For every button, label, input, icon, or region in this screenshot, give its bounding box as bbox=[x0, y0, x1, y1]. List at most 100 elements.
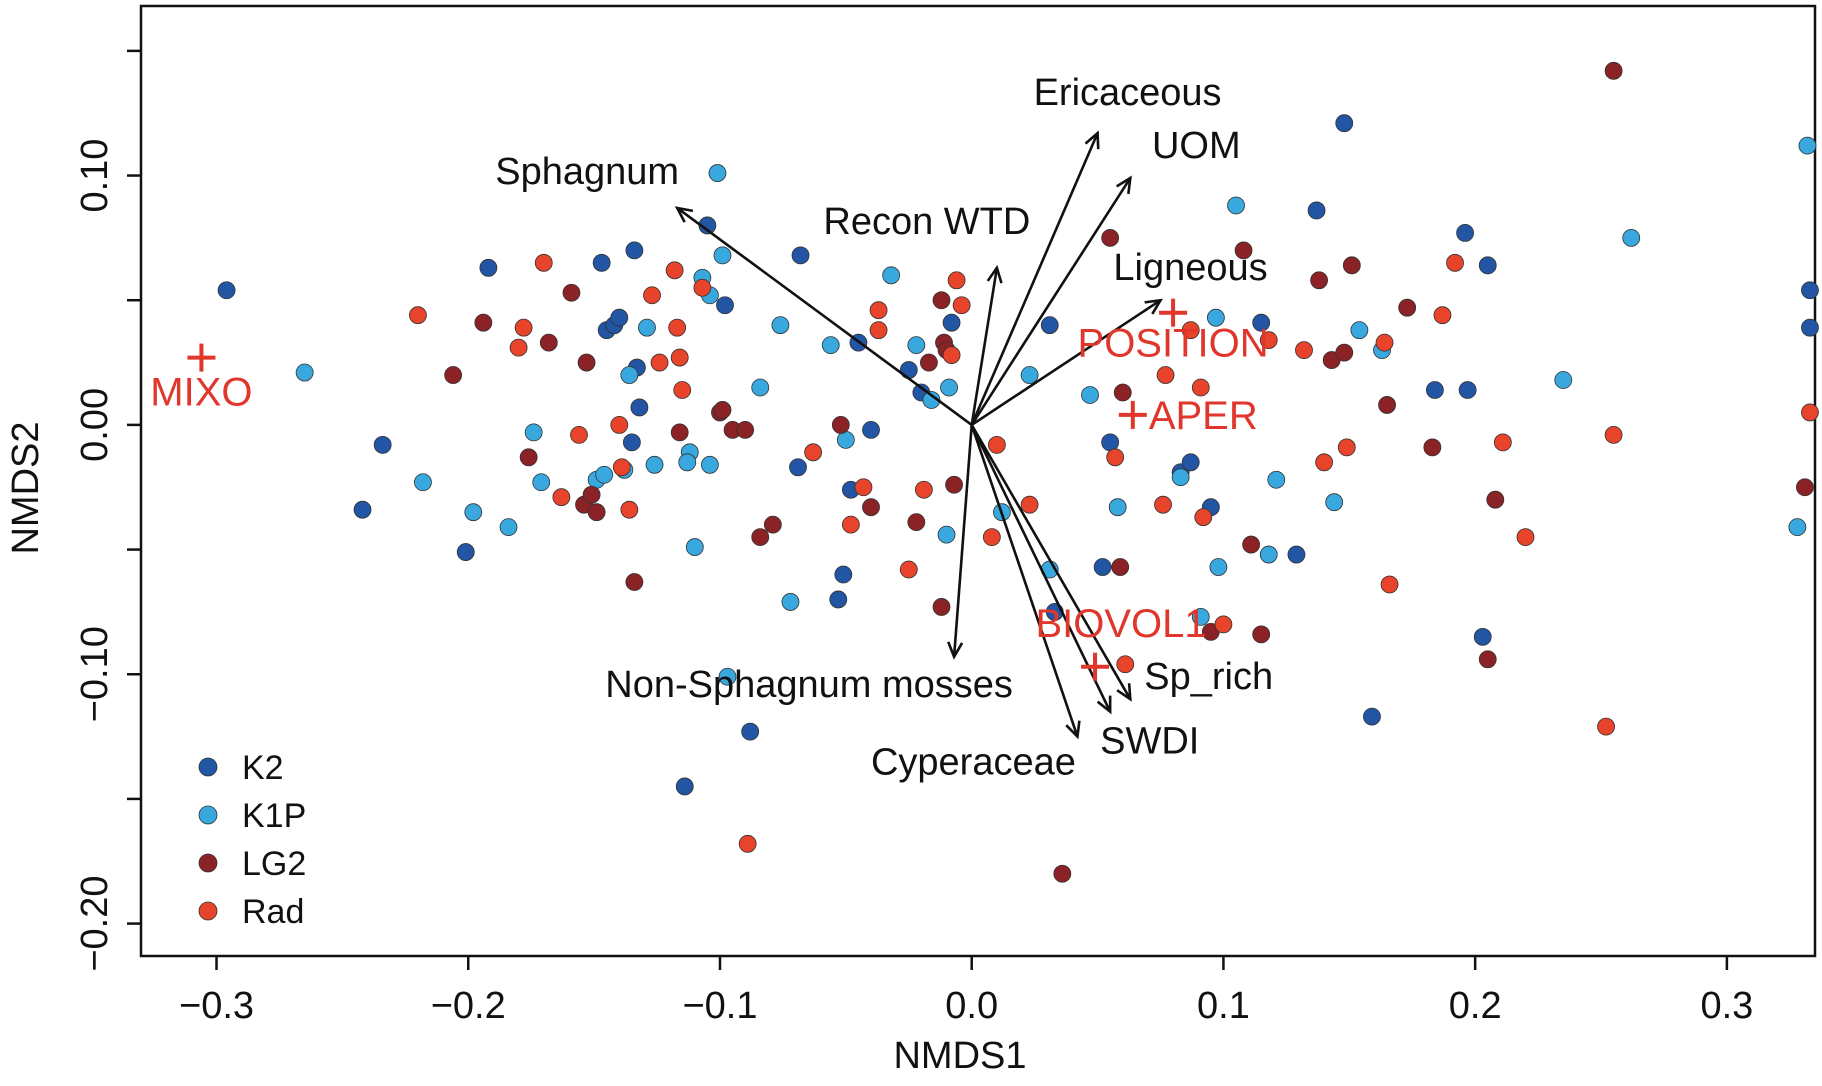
point-rad bbox=[841, 515, 860, 534]
plot-frame bbox=[139, 4, 1817, 958]
point-rad bbox=[1597, 717, 1615, 736]
point-k1p bbox=[1206, 308, 1225, 327]
point-rad bbox=[1337, 438, 1356, 457]
point-lg2 bbox=[920, 353, 938, 372]
point-lg2 bbox=[670, 423, 689, 442]
vector-non-sphagnum-mosses bbox=[952, 424, 974, 657]
vector-label-uom: UOM bbox=[1152, 125, 1241, 167]
point-k2 bbox=[942, 313, 961, 332]
supplementary-label-biovol1: BIOVOL1 bbox=[1035, 602, 1206, 646]
point-lg2 bbox=[1478, 650, 1497, 669]
point-lg2 bbox=[932, 598, 951, 616]
point-k2 bbox=[625, 241, 644, 260]
point-rad bbox=[1295, 341, 1313, 359]
point-lg2 bbox=[519, 448, 538, 467]
data-points bbox=[217, 61, 1819, 883]
point-rad bbox=[987, 435, 1006, 454]
y-axis-title: NMDS2 bbox=[5, 421, 47, 554]
point-k2 bbox=[1458, 381, 1477, 399]
point-k1p bbox=[701, 455, 719, 474]
point-k1p bbox=[907, 336, 926, 355]
point-lg2 bbox=[444, 366, 463, 384]
point-k1p bbox=[836, 430, 855, 449]
point-k2 bbox=[675, 777, 694, 796]
point-k1p bbox=[713, 246, 732, 265]
point-rad bbox=[854, 478, 873, 497]
point-rad bbox=[1375, 333, 1394, 352]
point-lg2 bbox=[1604, 61, 1623, 80]
point-rad bbox=[534, 253, 553, 272]
point-k1p bbox=[295, 363, 314, 382]
point-rad bbox=[914, 480, 933, 499]
vector-label-swdi: SWDI bbox=[1100, 721, 1199, 763]
point-rad bbox=[1801, 403, 1819, 422]
vector-arrowhead-uom bbox=[1115, 175, 1132, 195]
point-lg2 bbox=[1053, 864, 1072, 883]
x-tick-label: 0.2 bbox=[1449, 985, 1502, 1027]
point-k1p bbox=[718, 667, 737, 686]
point-k2 bbox=[716, 296, 734, 315]
vector-swdi bbox=[970, 424, 1112, 713]
point-lg2 bbox=[1335, 343, 1354, 362]
vector-ligneous bbox=[970, 299, 1162, 426]
point-rad bbox=[612, 458, 631, 477]
y-tick-label: −0.10 bbox=[74, 626, 116, 722]
point-k2 bbox=[622, 433, 641, 452]
point-rad bbox=[693, 278, 712, 297]
point-k2 bbox=[834, 565, 853, 584]
point-lg2 bbox=[1486, 490, 1505, 509]
point-rad bbox=[1154, 495, 1172, 514]
point-k2 bbox=[630, 398, 649, 417]
point-k1p bbox=[1325, 493, 1344, 512]
vector-arrowhead-ericaceous bbox=[1084, 130, 1100, 150]
point-k1p bbox=[638, 318, 656, 337]
point-rad bbox=[1516, 528, 1535, 547]
point-k2 bbox=[789, 458, 807, 477]
point-lg2 bbox=[562, 283, 581, 302]
point-rad bbox=[1604, 425, 1623, 444]
legend-swatch-lg2 bbox=[198, 853, 218, 873]
point-rad bbox=[1315, 453, 1334, 472]
point-rad bbox=[673, 381, 692, 399]
point-k2 bbox=[862, 420, 880, 439]
point-k2 bbox=[741, 722, 760, 741]
point-rad bbox=[1106, 448, 1125, 467]
x-axis: −0.3 −0.2 −0.1 0.0 0.1 0.2 0.3 bbox=[179, 956, 1753, 1027]
point-rad bbox=[570, 425, 588, 444]
vector-cyperaceae bbox=[970, 424, 1079, 737]
x-tick-label: 0.1 bbox=[1197, 985, 1250, 1027]
point-lg2 bbox=[625, 573, 644, 591]
supplementary-biovol1: BIOVOL1 bbox=[1035, 602, 1207, 681]
point-k1p bbox=[1209, 558, 1228, 576]
vector-label-recon-wtd: Recon WTD bbox=[823, 201, 1030, 243]
point-rad bbox=[1181, 321, 1200, 340]
vector-label-ericaceous: Ericaceous bbox=[1034, 72, 1222, 114]
legend-label-lg2: LG2 bbox=[242, 845, 306, 883]
point-lg2 bbox=[1111, 558, 1130, 576]
supplementary-label-position: POSITION bbox=[1078, 322, 1269, 366]
point-k1p bbox=[620, 366, 639, 384]
environmental-vectors: Sphagnum Ericaceous UOM Recon WTD Ligneous No… bbox=[495, 72, 1273, 783]
point-rad bbox=[509, 338, 528, 357]
point-rad bbox=[1020, 495, 1039, 514]
point-k2 bbox=[217, 281, 236, 300]
point-lg2 bbox=[1342, 256, 1361, 275]
point-k2 bbox=[1335, 114, 1354, 133]
vector-arrowhead-ligneous bbox=[1144, 298, 1163, 315]
point-lg2 bbox=[1252, 625, 1271, 644]
point-lg2 bbox=[763, 515, 782, 534]
point-k2 bbox=[1307, 201, 1326, 220]
point-lg2 bbox=[1796, 478, 1814, 497]
point-rad bbox=[804, 443, 823, 462]
point-rad bbox=[1156, 366, 1175, 384]
point-k2 bbox=[610, 308, 629, 327]
point-rad bbox=[650, 353, 669, 372]
legend-swatch-k2 bbox=[198, 757, 218, 777]
legend-swatch-k1p bbox=[198, 805, 218, 825]
legend-label-k1p: K1P bbox=[242, 797, 306, 835]
point-lg2 bbox=[587, 503, 606, 522]
point-k1p bbox=[1267, 470, 1286, 489]
point-rad bbox=[552, 488, 571, 507]
x-tick-label: 0.0 bbox=[945, 985, 998, 1027]
